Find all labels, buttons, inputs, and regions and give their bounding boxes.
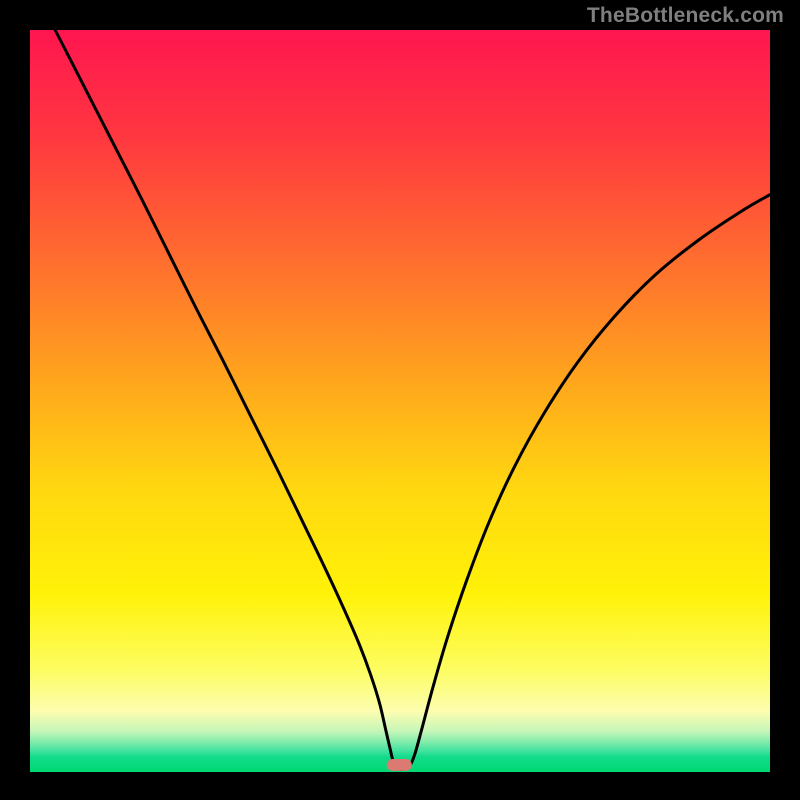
plot-background xyxy=(30,30,770,772)
bottleneck-chart xyxy=(0,0,800,800)
minimum-marker xyxy=(387,759,412,771)
watermark-label: TheBottleneck.com xyxy=(587,4,784,28)
